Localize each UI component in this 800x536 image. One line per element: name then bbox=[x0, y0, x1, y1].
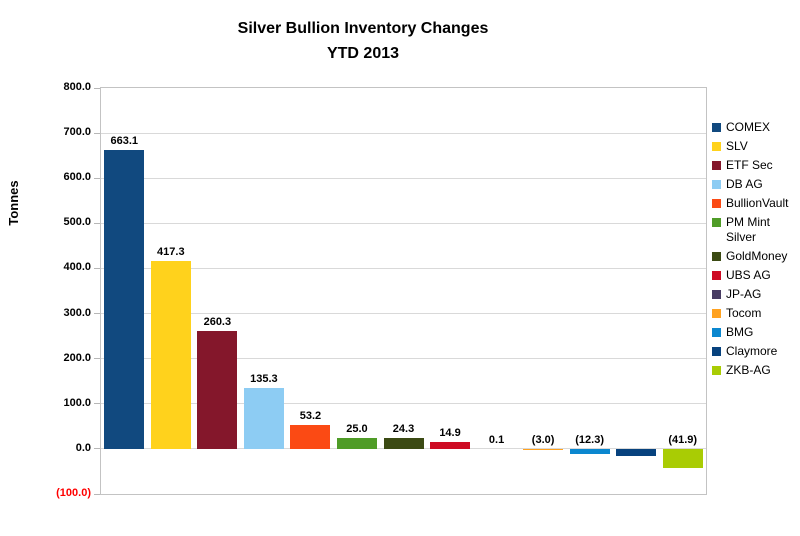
y-tickmark bbox=[94, 177, 100, 179]
y-tickmark bbox=[94, 403, 100, 405]
legend-label-tocom: Tocom bbox=[726, 306, 762, 320]
legend-label-bmg: BMG bbox=[726, 325, 754, 339]
bar-label-slv: 417.3 bbox=[157, 245, 185, 258]
y-tick-label-400-0: 400.0 bbox=[63, 261, 91, 274]
bar-comex bbox=[104, 149, 145, 449]
bar-label-tocom: (3.0) bbox=[531, 433, 555, 446]
legend-label-comex: COMEX bbox=[726, 120, 771, 134]
y-tick-label-100-0: (100.0) bbox=[56, 487, 91, 499]
gridline-200 bbox=[101, 358, 706, 360]
bar-ubs-ag bbox=[430, 442, 471, 449]
legend-swatch-slv bbox=[712, 142, 721, 151]
y-tickmark bbox=[94, 448, 100, 450]
legend-item-tocom: Tocom bbox=[712, 306, 798, 321]
legend-label-pm-mint-silver: PM Mint Silver bbox=[726, 215, 771, 244]
y-tick-label-0-0: 0.0 bbox=[75, 441, 91, 454]
legend-swatch-goldmoney bbox=[712, 252, 721, 261]
legend-item-claymore: Claymore bbox=[712, 344, 798, 359]
gridline-100 bbox=[101, 403, 706, 405]
chart-title-line1: Silver Bullion Inventory Changes bbox=[237, 20, 489, 37]
legend-item-etf-sec: ETF Sec bbox=[712, 158, 798, 173]
bar-label-pm-mint-silver: 25.0 bbox=[346, 422, 368, 435]
plot-area: 663.1 417.3 260.3 135.3 53.2 25.0 24.3 14.9 0.1 (… bbox=[94, 87, 707, 495]
gridline-700 bbox=[101, 132, 706, 134]
y-tickmark bbox=[94, 313, 100, 315]
gridline-600 bbox=[101, 177, 706, 179]
legend-swatch-bullionvault bbox=[712, 199, 721, 208]
bar-label-comex: 663.1 bbox=[110, 134, 139, 147]
bar-pm-mint-silver bbox=[336, 437, 377, 449]
bar-bmg bbox=[569, 448, 610, 455]
legend-swatch-pm-mint-silver bbox=[712, 218, 721, 227]
gridline-300 bbox=[101, 313, 706, 315]
y-tick-label-300-0: 300.0 bbox=[63, 306, 91, 319]
legend-swatch-db-ag bbox=[712, 180, 721, 189]
y-tick-label-600-0: 600.0 bbox=[63, 171, 91, 184]
bar-slv bbox=[150, 260, 191, 449]
legend-swatch-tocom bbox=[712, 309, 721, 318]
y-tickmark bbox=[94, 132, 100, 134]
chart-title-line2: YTD 2013 bbox=[326, 45, 400, 62]
y-tickmark bbox=[94, 87, 100, 89]
bar-claymore bbox=[616, 448, 657, 456]
legend-swatch-etf-sec bbox=[712, 161, 721, 170]
y-tick-label-200-0: 200.0 bbox=[63, 351, 91, 364]
legend-label-db-ag: DB AG bbox=[726, 177, 763, 191]
legend-item-db-ag: DB AG bbox=[712, 177, 798, 192]
y-tick-label-100-0: 100.0 bbox=[63, 396, 91, 409]
bar-goldmoney bbox=[383, 437, 424, 449]
bar-label-zkb-ag: (41.9) bbox=[668, 433, 698, 446]
bar-db-ag bbox=[243, 387, 284, 449]
legend-item-zkb-ag: ZKB-AG bbox=[712, 363, 798, 378]
legend-label-etf-sec: ETF Sec bbox=[726, 158, 773, 172]
y-tick-label-800-0: 800.0 bbox=[63, 81, 91, 93]
bar-label-ubs-ag: 14.9 bbox=[439, 427, 461, 440]
y-tick-label-700-0: 700.0 bbox=[63, 126, 91, 139]
legend-item-bullionvault: BullionVault bbox=[712, 196, 798, 211]
bar-tocom bbox=[523, 448, 564, 451]
bar-zkb-ag bbox=[662, 448, 703, 468]
bar-label-bmg: (12.3) bbox=[575, 433, 605, 446]
legend-item-comex: COMEX bbox=[712, 120, 798, 135]
y-tickmark bbox=[94, 358, 100, 360]
y-tickmark bbox=[94, 267, 100, 269]
legend-label-claymore: Claymore bbox=[726, 344, 778, 358]
legend-swatch-bmg bbox=[712, 328, 721, 337]
legend-item-ubs-ag: UBS AG bbox=[712, 268, 798, 283]
bar-label-bullionvault: 53.2 bbox=[299, 409, 322, 422]
legend-label-zkb-ag: ZKB-AG bbox=[726, 363, 771, 377]
legend-item-goldmoney: GoldMoney bbox=[712, 249, 798, 264]
legend-swatch-ubs-ag bbox=[712, 271, 721, 280]
legend-item-pm-mint-silver: PM Mint Silver bbox=[712, 215, 798, 245]
legend-swatch-claymore bbox=[712, 347, 721, 356]
y-tick-label-500-0: 500.0 bbox=[63, 216, 91, 229]
bar-label-goldmoney: 24.3 bbox=[392, 422, 415, 435]
legend-item-bmg: BMG bbox=[712, 325, 798, 340]
bar-etf-sec bbox=[197, 331, 238, 449]
legend-swatch-zkb-ag bbox=[712, 366, 721, 375]
legend-label-slv: SLV bbox=[726, 139, 748, 153]
legend-item-jp-ag: JP-AG bbox=[712, 287, 798, 302]
gridline-0 bbox=[101, 448, 706, 450]
legend-label-ubs-ag: UBS AG bbox=[726, 268, 771, 282]
legend-item-slv: SLV bbox=[712, 139, 798, 154]
gridline-500 bbox=[101, 222, 706, 224]
y-tickmark bbox=[94, 222, 100, 224]
bar-label-db-ag: 135.3 bbox=[250, 372, 278, 385]
y-tickmark bbox=[94, 493, 100, 495]
bar-label-etf-sec: 260.3 bbox=[203, 316, 232, 329]
legend-label-goldmoney: GoldMoney bbox=[726, 249, 788, 263]
legend-label-bullionvault: BullionVault bbox=[726, 196, 789, 210]
legend-swatch-jp-ag bbox=[712, 290, 721, 299]
bar-bullionvault bbox=[290, 424, 331, 449]
legend-swatch-comex bbox=[712, 123, 721, 132]
chart-title: Silver Bullion Inventory Changes YTD 201… bbox=[63, 16, 663, 66]
legend: COMEX SLV ETF Sec DB AG BullionVault PM Mint … bbox=[712, 120, 798, 378]
legend-label-jp-ag: JP-AG bbox=[726, 287, 762, 301]
bar-label-jp-ag: 0.1 bbox=[488, 433, 505, 446]
gridline-400 bbox=[101, 267, 706, 269]
